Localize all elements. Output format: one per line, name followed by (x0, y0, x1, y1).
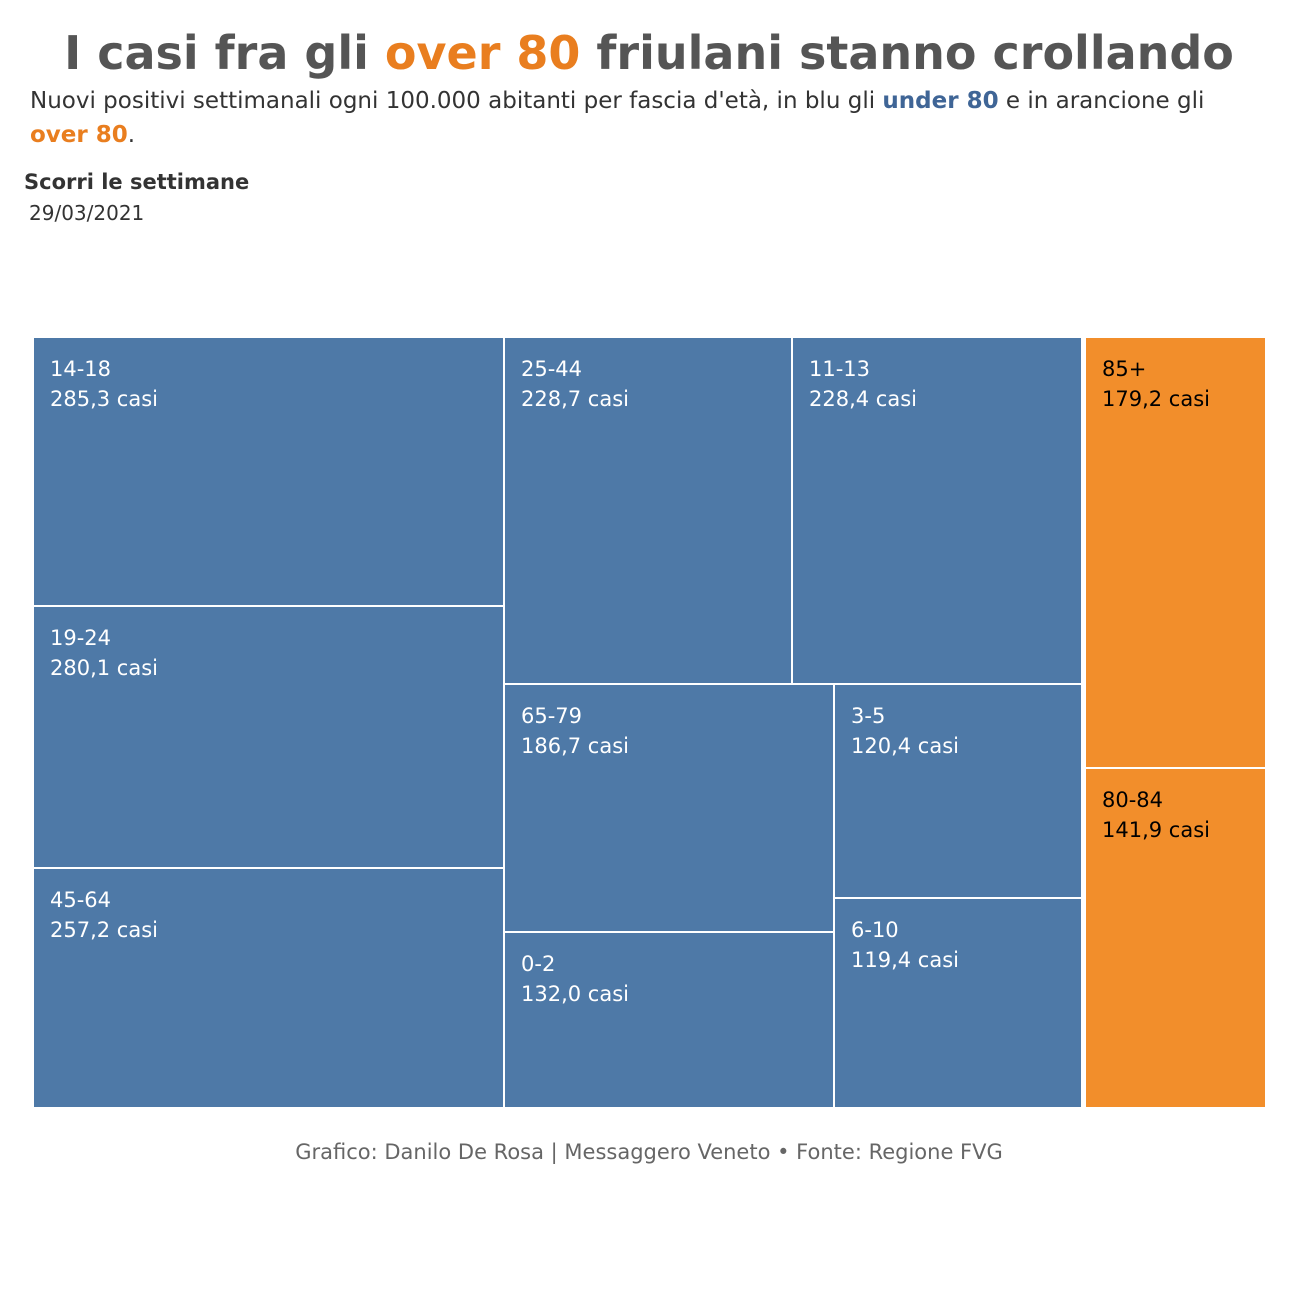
tile-label: 45-64 (50, 888, 112, 912)
tile-label: 6-10 (851, 918, 899, 942)
tile-19-24[interactable]: 19-24 280,1 casi (34, 607, 503, 867)
week-slider-label: Scorri le settimane (24, 170, 250, 194)
subtitle-text-2: e in arancione gli (998, 88, 1205, 114)
subtitle-text-3: . (127, 122, 136, 148)
tile-label: 80-84 (1102, 788, 1164, 812)
title-highlight: over 80 (384, 26, 581, 80)
tile-85-plus[interactable]: 85+ 179,2 casi (1086, 338, 1265, 767)
chart-credit: Grafico: Danilo De Rosa | Messaggero Ven… (295, 1140, 1003, 1164)
subtitle-over-label: over 80 (30, 122, 128, 148)
tile-0-2[interactable]: 0-2 132,0 casi (505, 933, 833, 1107)
tile-80-84[interactable]: 80-84 141,9 casi (1086, 769, 1265, 1107)
tile-value: 120,4 casi (851, 734, 959, 758)
tile-label: 0-2 (521, 952, 556, 976)
tile-value: 228,7 casi (521, 387, 629, 411)
tile-label: 14-18 (50, 357, 112, 381)
tile-value: 280,1 casi (50, 656, 158, 680)
tile-6-10[interactable]: 6-10 119,4 casi (835, 899, 1081, 1107)
tile-45-64[interactable]: 45-64 257,2 casi (34, 869, 503, 1107)
tile-14-18[interactable]: 14-18 285,3 casi (34, 338, 503, 605)
tile-value: 186,7 casi (521, 734, 629, 758)
tile-label: 11-13 (809, 357, 871, 381)
tile-value: 141,9 casi (1102, 818, 1210, 842)
tile-value: 119,4 casi (851, 948, 959, 972)
tile-25-44[interactable]: 25-44 228,7 casi (505, 338, 791, 683)
tile-value: 228,4 casi (809, 387, 917, 411)
tile-65-79[interactable]: 65-79 186,7 casi (505, 685, 833, 931)
tile-label: 65-79 (521, 704, 583, 728)
subtitle-text-1: Nuovi positivi settimanali ogni 100.000 … (30, 88, 883, 114)
tile-3-5[interactable]: 3-5 120,4 casi (835, 685, 1081, 897)
chart-subtitle: Nuovi positivi settimanali ogni 100.000 … (30, 84, 1250, 152)
tile-11-13[interactable]: 11-13 228,4 casi (793, 338, 1081, 683)
title-part-2: friulani stanno crollando (580, 26, 1234, 80)
subtitle-under-label: under 80 (882, 88, 999, 114)
week-slider-date[interactable]: 29/03/2021 (29, 201, 145, 225)
title-part-1: I casi fra gli (64, 26, 385, 80)
tile-value: 179,2 casi (1102, 387, 1210, 411)
tile-label: 85+ (1102, 357, 1147, 381)
tile-value: 132,0 casi (521, 982, 629, 1006)
tile-value: 285,3 casi (50, 387, 158, 411)
tile-value: 257,2 casi (50, 918, 158, 942)
tile-label: 3-5 (851, 704, 886, 728)
chart-title: I casi fra gli over 80 friulani stanno c… (0, 26, 1298, 80)
tile-label: 25-44 (521, 357, 583, 381)
tile-label: 19-24 (50, 626, 112, 650)
